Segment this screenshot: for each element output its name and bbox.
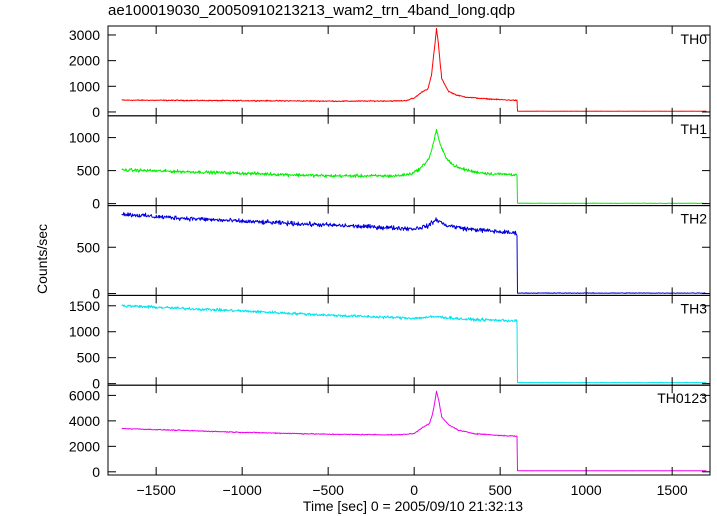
y-tick-label: 6000	[69, 387, 100, 403]
y-tick-label: 500	[77, 163, 101, 179]
y-tick-label: 1000	[69, 78, 100, 94]
series-line-th2	[121, 212, 707, 294]
panel-label-th0123: TH0123	[657, 390, 707, 406]
y-tick-label: 2000	[69, 438, 100, 454]
y-tick-label: 0	[92, 196, 100, 212]
panels-group: 0 1000 2000 3000 TH0 0 500 1000 TH1 0 500 TH2 0 500 10…	[69, 25, 711, 498]
x-tick-label: 0	[410, 482, 418, 498]
panel-frame-th0	[107, 25, 711, 117]
y-tick-label: 2000	[69, 53, 100, 69]
chart-title: ae100019030_20050910213213_wam2_trn_4ban…	[108, 2, 516, 19]
x-tick-label: −500	[312, 482, 344, 498]
panel-frame-th1	[107, 115, 711, 207]
y-tick-label: 3000	[69, 27, 100, 43]
y-tick-label: 500	[77, 239, 101, 255]
y-tick-label: 4000	[69, 413, 100, 429]
y-tick-label: 0	[92, 376, 100, 392]
panel-frame-th2	[107, 205, 711, 296]
y-tick-label: 1500	[69, 298, 100, 314]
series-line-th0	[121, 27, 707, 112]
y-tick-label: 0	[92, 464, 100, 480]
x-tick-label: −1000	[222, 482, 262, 498]
x-tick-label: 1500	[657, 482, 688, 498]
series-line-th3	[121, 304, 707, 384]
x-tick-label: 1000	[571, 482, 602, 498]
panel-label-th3: TH3	[681, 300, 708, 316]
series-line-th0123	[121, 390, 707, 472]
y-tick-label: 0	[92, 286, 100, 302]
y-tick-label: 1000	[69, 324, 100, 340]
y-tick-label: 500	[77, 350, 101, 366]
panel-frame-th0123	[107, 384, 711, 476]
y-tick-label: 1000	[69, 130, 100, 146]
x-tick-label: 500	[488, 482, 512, 498]
x-axis-label: Time [sec] 0 = 2005/09/10 21:32:13	[303, 498, 523, 514]
panel-label-th1: TH1	[681, 121, 708, 137]
panel-label-th2: TH2	[681, 211, 708, 227]
y-tick-label: 0	[92, 104, 100, 120]
series-line-th1	[121, 128, 707, 205]
x-tick-label: −1500	[136, 482, 176, 498]
y-axis-label: Counts/sec	[34, 224, 50, 294]
panel-label-th0: TH0	[681, 31, 708, 47]
